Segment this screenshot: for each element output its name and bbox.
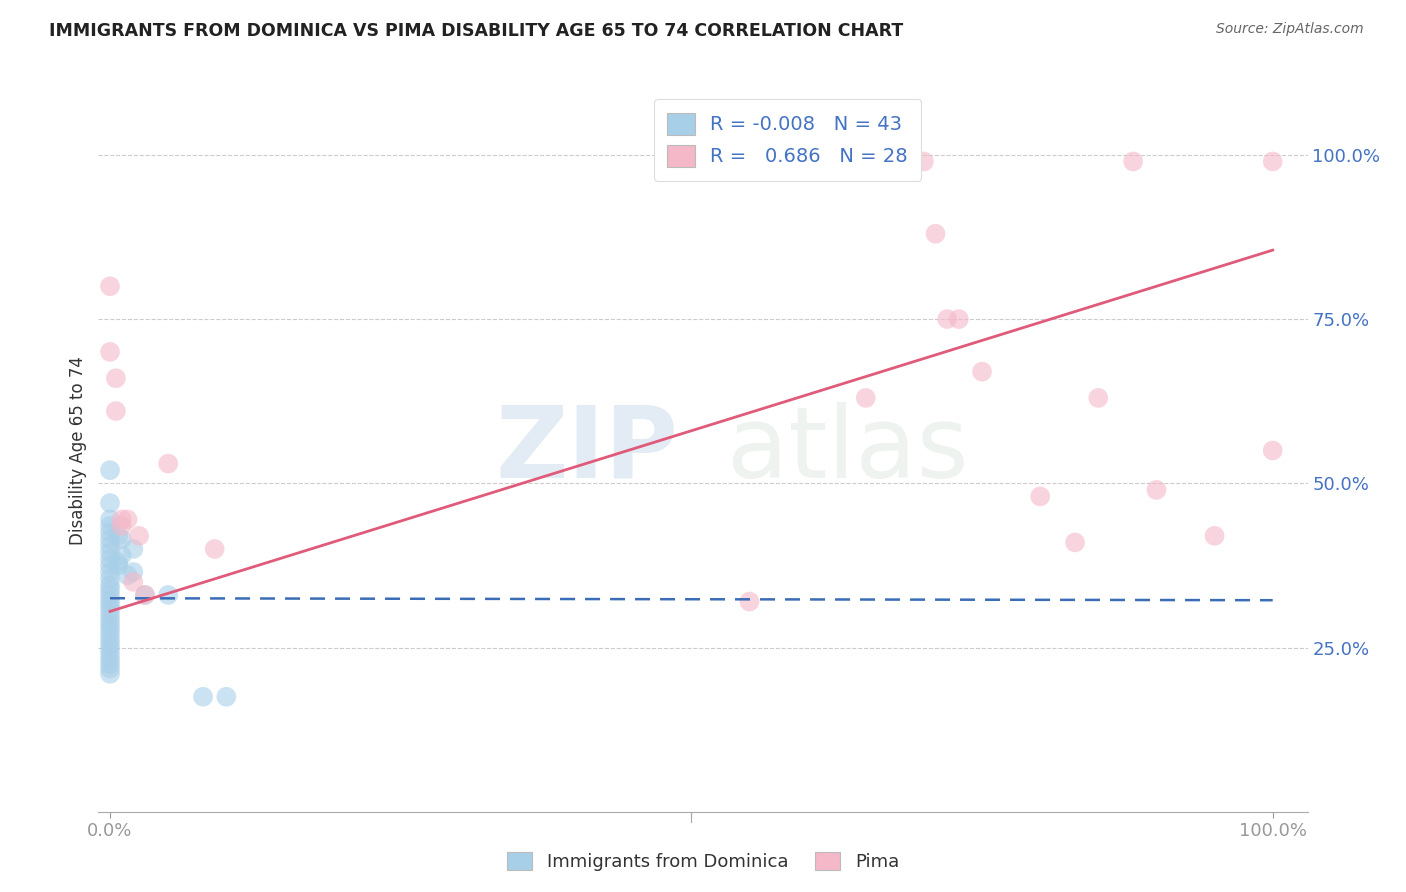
Point — [1087, 391, 1109, 405]
Point — [104, 404, 127, 418]
Point — [98, 647, 121, 661]
Legend: Immigrants from Dominica, Pima: Immigrants from Dominica, Pima — [499, 845, 907, 879]
Point — [98, 558, 121, 573]
Point — [134, 588, 156, 602]
Point — [98, 593, 121, 607]
Point — [117, 512, 139, 526]
Point — [98, 602, 121, 616]
Text: ZIP: ZIP — [496, 402, 679, 499]
Point — [98, 496, 121, 510]
Point — [1204, 529, 1226, 543]
Text: atlas: atlas — [727, 402, 969, 499]
Point — [107, 558, 129, 573]
Point — [1261, 443, 1284, 458]
Point — [128, 529, 150, 543]
Point — [98, 519, 121, 533]
Point — [912, 154, 935, 169]
Point — [98, 613, 121, 627]
Point — [738, 594, 761, 608]
Text: IMMIGRANTS FROM DOMINICA VS PIMA DISABILITY AGE 65 TO 74 CORRELATION CHART: IMMIGRANTS FROM DOMINICA VS PIMA DISABIL… — [49, 22, 904, 40]
Point — [98, 578, 121, 592]
Point — [98, 637, 121, 651]
Point — [104, 371, 127, 385]
Point — [98, 657, 121, 671]
Point — [1064, 535, 1087, 549]
Point — [1029, 490, 1052, 504]
Point — [98, 652, 121, 666]
Point — [98, 641, 121, 656]
Point — [98, 661, 121, 675]
Point — [98, 627, 121, 641]
Point — [98, 582, 121, 597]
Point — [122, 541, 145, 556]
Legend: R = -0.008   N = 43, R =   0.686   N = 28: R = -0.008 N = 43, R = 0.686 N = 28 — [654, 99, 921, 181]
Point — [98, 532, 121, 546]
Point — [98, 598, 121, 612]
Point — [890, 154, 912, 169]
Point — [98, 345, 121, 359]
Point — [98, 622, 121, 636]
Point — [98, 572, 121, 586]
Point — [111, 512, 134, 526]
Point — [191, 690, 214, 704]
Point — [111, 519, 134, 533]
Point — [107, 529, 129, 543]
Point — [1122, 154, 1144, 169]
Point — [204, 541, 226, 556]
Point — [1144, 483, 1167, 497]
Y-axis label: Disability Age 65 to 74: Disability Age 65 to 74 — [69, 356, 87, 545]
Point — [855, 391, 877, 405]
Point — [98, 617, 121, 632]
Point — [117, 568, 139, 582]
Point — [111, 532, 134, 546]
Point — [122, 574, 145, 589]
Point — [157, 457, 180, 471]
Point — [98, 632, 121, 647]
Point — [107, 555, 129, 569]
Point — [970, 365, 993, 379]
Point — [924, 227, 946, 241]
Point — [111, 549, 134, 563]
Point — [98, 607, 121, 622]
Point — [98, 512, 121, 526]
Point — [134, 588, 156, 602]
Point — [98, 545, 121, 559]
Point — [98, 525, 121, 540]
Point — [98, 551, 121, 566]
Point — [122, 565, 145, 579]
Point — [98, 539, 121, 553]
Point — [1261, 154, 1284, 169]
Point — [948, 312, 970, 326]
Point — [98, 279, 121, 293]
Point — [98, 666, 121, 681]
Point — [98, 588, 121, 602]
Point — [98, 463, 121, 477]
Point — [936, 312, 959, 326]
Text: Source: ZipAtlas.com: Source: ZipAtlas.com — [1216, 22, 1364, 37]
Point — [215, 690, 238, 704]
Point — [157, 588, 180, 602]
Point — [98, 565, 121, 579]
